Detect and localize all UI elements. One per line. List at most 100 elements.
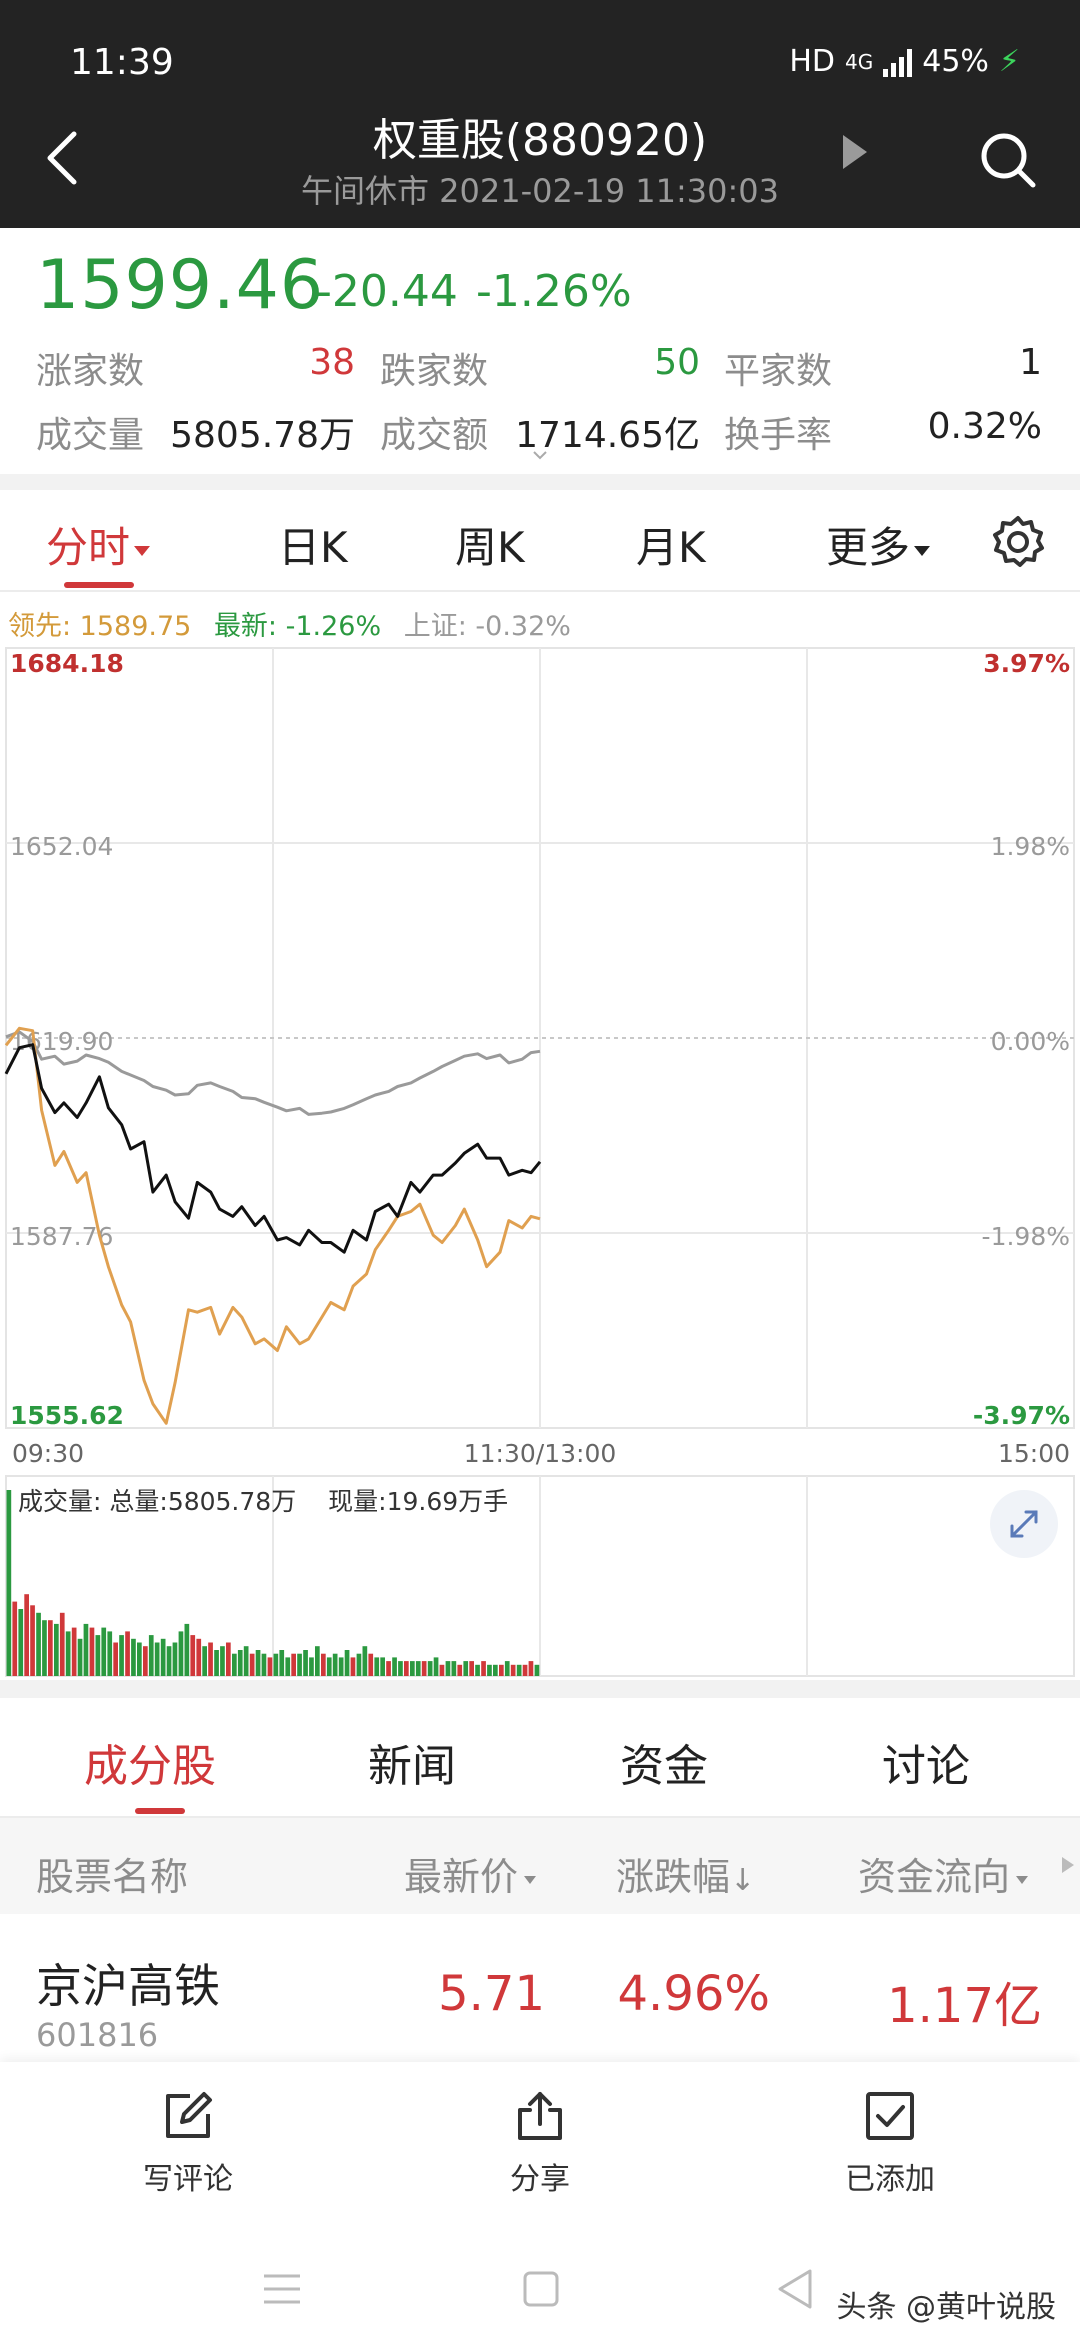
volume-bar [516,1664,522,1676]
volume-bar [415,1661,421,1676]
settings-gear-icon[interactable] [990,514,1046,570]
volume-bar [522,1664,528,1676]
scroll-right-icon[interactable] [1062,1857,1074,1873]
y-tick-label-right: -3.97% [973,1401,1070,1430]
volume-bar [154,1642,160,1676]
volume-bar [166,1646,172,1676]
tab-news[interactable]: 新闻 [368,1741,456,1792]
volume-bar [285,1657,291,1676]
next-item-icon[interactable] [843,135,867,169]
stock-code: 601816 [36,2016,159,2054]
home-icon[interactable] [522,2270,560,2308]
flat-count: 1 [1019,342,1042,383]
column-fund-flow[interactable]: 资金流向 [858,1846,1029,1901]
volume-bars [6,1490,540,1676]
added-button[interactable]: 已添加 [790,2088,990,2198]
stock-fund-flow: 1.17亿 [887,1978,1042,2034]
volume-bar [421,1661,427,1676]
x-tick-label: 15:00 [998,1439,1070,1468]
tab-intraday[interactable]: 分时 [46,514,151,575]
tab-monthly-k[interactable]: 月K [636,523,706,572]
volume-bar [445,1661,451,1676]
volume-bar [362,1646,368,1676]
fullscreen-button[interactable] [990,1490,1058,1558]
volume-bar [404,1661,409,1676]
search-icon[interactable] [978,130,1038,190]
column-latest-price[interactable]: 最新价 [404,1846,537,1901]
expand-icon [1010,1510,1038,1538]
volume-bar [433,1657,439,1676]
volume-bar [71,1627,77,1676]
tab-more[interactable]: 更多 [826,514,931,575]
amount-label: 成交额 [380,415,489,456]
volume-bar [48,1620,53,1676]
volume-bar [332,1653,338,1676]
check-icon [866,2092,914,2140]
action-bar [0,2062,1080,2234]
volume-bar [113,1642,118,1676]
price-series-line [4,1043,542,1254]
back-nav-icon[interactable] [776,2268,814,2310]
sort-desc-icon: ↓ [730,1863,756,1898]
volume-bar [160,1638,166,1676]
tab-daily-k[interactable]: 日K [278,523,348,572]
volume-value: 5805.78万 [170,415,355,456]
tab-weekly-k[interactable]: 周K [455,523,525,572]
volume-bar [344,1650,350,1676]
share-icon [518,2092,562,2140]
divider [0,1816,1080,1818]
amount-value: 1714.65亿 [515,415,700,456]
volume-bar [202,1646,207,1676]
price-change: -20.44 [316,266,458,317]
tab-discussion[interactable]: 讨论 [882,1741,970,1792]
volume-caption-label: 成交量: 总量:5805.78万 [18,1487,297,1516]
flat-count-label: 平家数 [724,351,833,392]
volume-bar [208,1642,213,1676]
volume-bar [297,1653,302,1676]
y-axis-labels: 1684.18 3.97%1652.04 1.98%1619.90 0.00%1587… [10,649,1070,1430]
volume-bar [368,1653,374,1676]
volume-bar [65,1631,71,1676]
column-change-percent[interactable]: 涨跌幅↓ [616,1855,756,1899]
fall-count: 50 [654,342,700,383]
y-tick-label-left: 1555.62 [10,1401,124,1430]
x-axis-labels: 09:30 11:30/13:00 15:00 [12,1439,1070,1468]
volume-bar [279,1650,285,1676]
volume-bar [95,1635,101,1676]
share-button[interactable]: 分享 [440,2088,640,2198]
comment-button[interactable]: 写评论 [88,2088,288,2198]
volume-bar [469,1661,474,1676]
system-nav-bar [0,2234,1080,2340]
volume-bar [125,1631,130,1676]
sort-icon [1016,1875,1029,1884]
volume-bar [392,1657,397,1676]
volume-bar [196,1638,202,1676]
intraday-chart[interactable]: 1684.18 3.97%1652.04 1.98%1619.90 0.00%1587… [0,640,1080,1680]
volume-caption: 成交量: 总量:5805.78万 现量:19.69万手 [18,1482,532,1518]
legend-index: 上证: -0.32% [403,611,571,642]
back-arrow-icon[interactable] [40,128,84,188]
price-lines [4,1026,542,1425]
tab-constituents[interactable]: 成分股 [84,1741,216,1792]
charging-icon: ⚡ [998,44,1020,79]
volume-bar [475,1664,480,1676]
sort-icon [524,1875,537,1884]
divider [0,474,1080,490]
legend-latest: 最新: -1.26% [213,611,382,642]
volume-bar [255,1650,261,1676]
menu-icon[interactable] [262,2272,302,2306]
expand-quote-icon[interactable] [532,450,548,460]
volume-bar [172,1642,178,1676]
y-tick-label-left: 1619.90 [10,1027,113,1056]
x-tick-label: 11:30/13:00 [464,1439,617,1468]
volume-bar [267,1657,273,1676]
battery-level: 45% [922,44,989,79]
volume-bar [232,1653,237,1676]
x-tick-label: 09:30 [12,1439,84,1468]
price-change-percent: -1.26% [476,266,632,317]
volume-bar [326,1657,332,1676]
volume-bar [528,1661,534,1676]
volume-bar [427,1661,433,1676]
tab-funds[interactable]: 资金 [620,1741,708,1792]
volume-bar [493,1664,498,1676]
